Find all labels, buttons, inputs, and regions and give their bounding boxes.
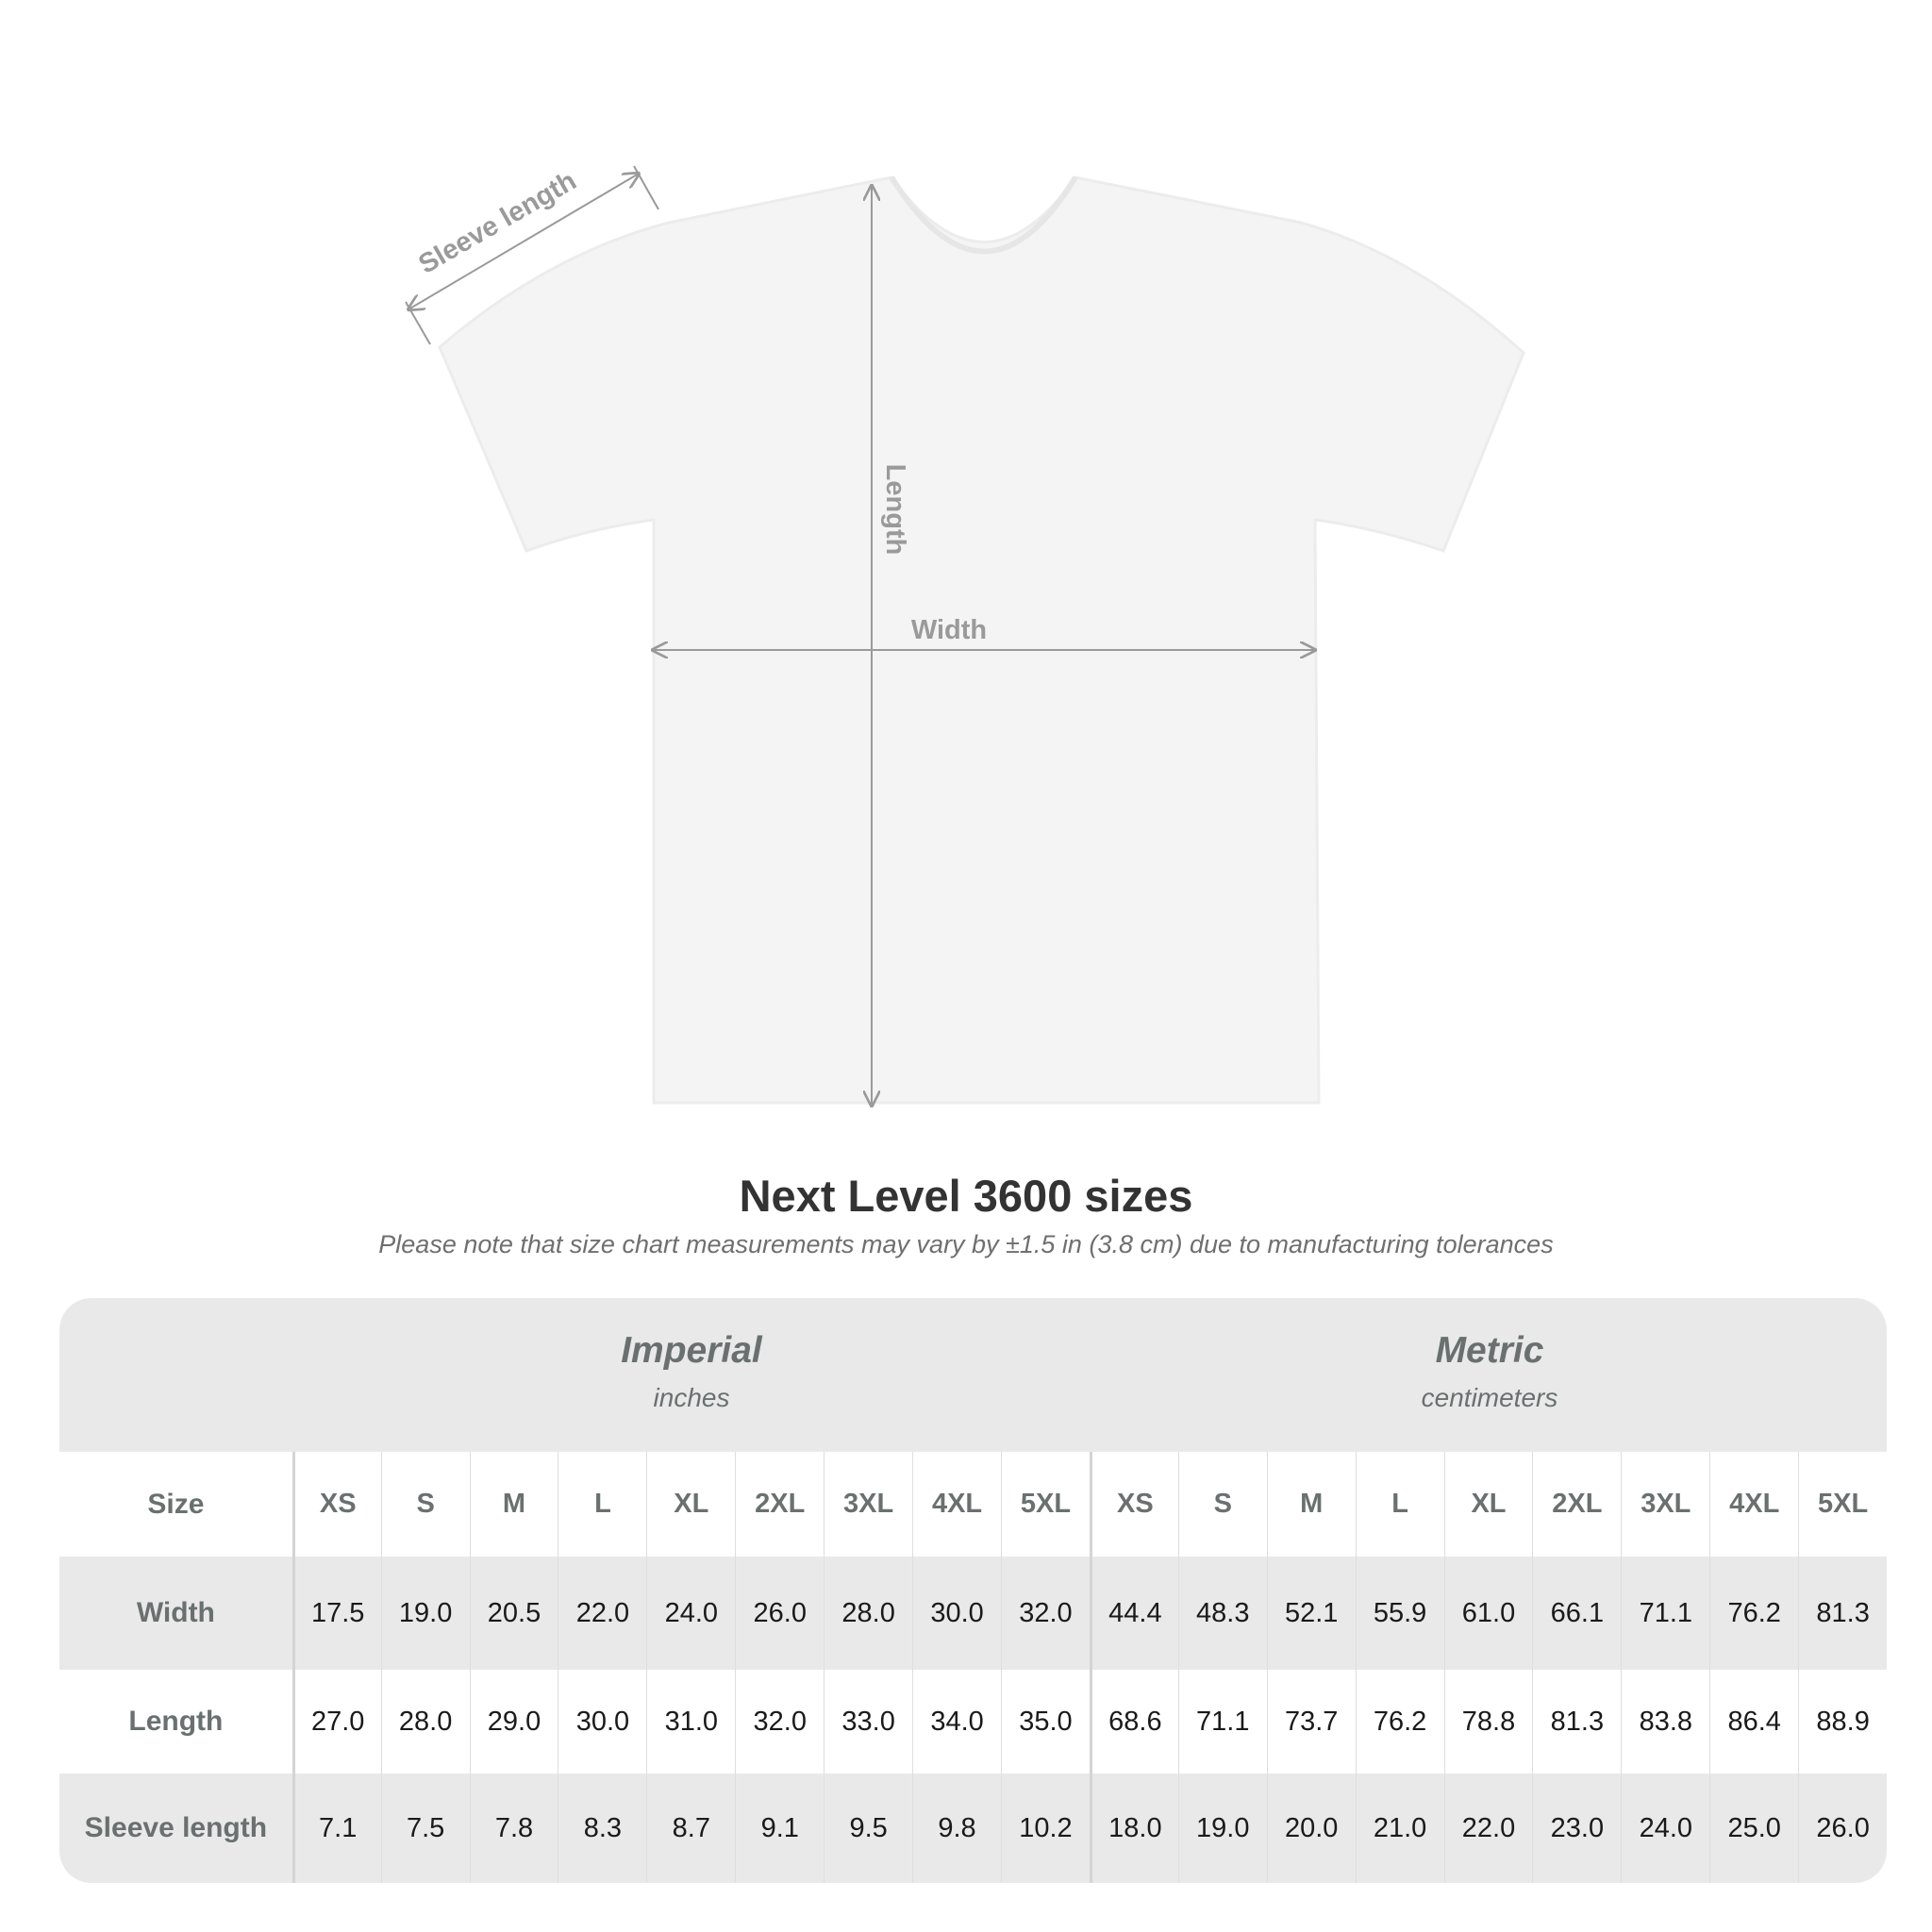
metric-value: 19.0 [1177,1774,1267,1883]
imperial-value: 9.8 [912,1774,1001,1883]
table-row: Length 27.0 28.0 29.0 30.0 31.0 32.0 33.0 34.0 35… [59,1670,1887,1774]
size-metric-header: 2XL [1532,1452,1621,1557]
metric-value: 20.0 [1266,1774,1356,1883]
imperial-value: 10.2 [1001,1774,1090,1883]
imperial-value: 35.0 [1001,1670,1090,1774]
size-metric-header: L [1355,1452,1444,1557]
imperial-value: 19.0 [380,1557,470,1670]
size-chart-table: Imperial inches Metric centimeters Size X… [59,1298,1887,1883]
metric-value: 61.0 [1443,1557,1533,1670]
imperial-value: 22.0 [558,1557,646,1670]
size-metric-header: 3XL [1621,1452,1709,1557]
imperial-value: 17.5 [291,1557,381,1670]
size-imperial-header: 3XL [824,1452,912,1557]
imperial-unit: inches [653,1383,730,1412]
imperial-value: 26.0 [735,1557,824,1670]
imperial-value: 7.1 [291,1774,381,1883]
row-label: Length [128,1706,224,1737]
imperial-value: 32.0 [735,1670,824,1774]
metric-title: Metric [1435,1330,1544,1371]
metric-value: 55.9 [1355,1557,1444,1670]
size-imperial-header: XS [291,1452,381,1557]
size-metric-header: M [1266,1452,1356,1557]
metric-value: 24.0 [1621,1774,1709,1883]
metric-value: 83.8 [1621,1670,1709,1774]
metric-value: 66.1 [1532,1557,1621,1670]
metric-value: 68.6 [1089,1670,1178,1774]
size-imperial-header: 4XL [912,1452,1001,1557]
table-row: Sleeve length 7.1 7.5 7.8 8.3 8.7 9.1 9.5 9.8 10.… [59,1774,1887,1883]
metric-value: 26.0 [1798,1774,1887,1883]
tshirt-measurement-diagram: Width Length Sleeve length [0,165,1525,1132]
metric-value: 71.1 [1177,1670,1267,1774]
metric-value: 76.2 [1355,1670,1444,1774]
metric-value: 88.9 [1798,1670,1887,1774]
metric-value: 21.0 [1355,1774,1444,1883]
size-label: Size [147,1488,205,1520]
imperial-value: 7.8 [469,1774,558,1883]
metric-value: 18.0 [1089,1774,1178,1883]
row-label: Sleeve length [84,1812,268,1843]
size-imperial-header: S [380,1452,470,1557]
length-label: Length [880,464,910,556]
size-imperial-header: M [469,1452,558,1557]
size-metric-header: 5XL [1798,1452,1887,1557]
sleeve-arrow [408,174,639,309]
size-imperial-header: L [558,1452,646,1557]
table-row: Width 17.5 19.0 20.5 22.0 24.0 26.0 28.0 30.0 32.… [59,1557,1887,1670]
size-metric-header: XL [1443,1452,1533,1557]
metric-value: 76.2 [1709,1557,1798,1670]
imperial-value: 34.0 [912,1670,1001,1774]
metric-value: 78.8 [1443,1670,1533,1774]
width-label: Width [911,615,987,645]
row-label: Width [136,1597,215,1628]
sleeve-arrow-tick-left [405,301,431,345]
tolerance-note: Please note that size chart measurements… [378,1230,1554,1258]
metric-value: 71.1 [1621,1557,1709,1670]
metric-value: 81.3 [1798,1557,1887,1670]
imperial-value: 9.1 [735,1774,824,1883]
imperial-value: 8.3 [558,1774,646,1883]
size-imperial-header: 2XL [735,1452,824,1557]
metric-value: 86.4 [1709,1670,1798,1774]
imperial-value: 33.0 [824,1670,912,1774]
metric-value: 48.3 [1177,1557,1267,1670]
size-metric-header: XS [1089,1452,1178,1557]
metric-header: Metric centimeters [1091,1298,1887,1452]
imperial-value: 24.0 [646,1557,735,1670]
imperial-value: 7.5 [380,1774,470,1883]
imperial-value: 20.5 [469,1557,558,1670]
metric-value: 22.0 [1443,1774,1533,1883]
imperial-header: Imperial inches [292,1298,1091,1452]
size-metric-header: S [1177,1452,1267,1557]
imperial-value: 32.0 [1001,1557,1090,1670]
tshirt-collar [889,175,1078,255]
metric-value: 81.3 [1532,1670,1621,1774]
imperial-value: 30.0 [912,1557,1001,1670]
imperial-value: 31.0 [646,1670,735,1774]
imperial-value: 28.0 [380,1670,470,1774]
imperial-value: 29.0 [469,1670,558,1774]
imperial-value: 9.5 [824,1774,912,1883]
metric-unit: centimeters [1421,1383,1558,1412]
sleeve-arrow-tick-right [633,165,659,210]
size-header-row: Size XS S M L XL 2XL 3XL 4XL 5XL XS S M L XL 2XL 3XL 4XL 5… [59,1452,1887,1557]
imperial-title: Imperial [621,1330,762,1371]
imperial-value: 28.0 [824,1557,912,1670]
imperial-value: 27.0 [291,1670,381,1774]
metric-value: 44.4 [1089,1557,1178,1670]
metric-value: 23.0 [1532,1774,1621,1883]
imperial-value: 30.0 [558,1670,646,1774]
metric-value: 52.1 [1266,1557,1356,1670]
metric-value: 73.7 [1266,1670,1356,1774]
size-imperial-header: XL [646,1452,735,1557]
imperial-value: 8.7 [646,1774,735,1883]
size-metric-header: 4XL [1709,1452,1798,1557]
size-imperial-header: 5XL [1001,1452,1090,1557]
page-title: Next Level 3600 sizes [739,1171,1193,1221]
metric-value: 25.0 [1709,1774,1798,1883]
